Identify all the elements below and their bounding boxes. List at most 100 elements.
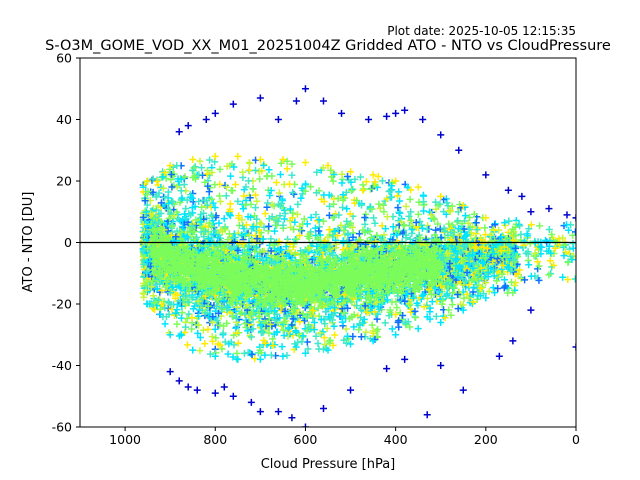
scatter-point	[212, 334, 220, 342]
scatter-point	[183, 315, 191, 323]
scatter-point	[329, 311, 337, 319]
scatter-point	[342, 325, 350, 333]
scatter-point	[412, 218, 420, 226]
scatter-point	[239, 168, 247, 176]
scatter-point	[568, 256, 576, 264]
scatter-point	[531, 249, 539, 257]
scatter-point	[234, 339, 242, 347]
scatter-point	[153, 285, 161, 293]
scatter-point	[288, 160, 296, 168]
scatter-point	[290, 225, 298, 233]
scatter-point	[536, 243, 544, 251]
scatter-point	[402, 202, 410, 210]
scatter-point	[445, 207, 453, 215]
scatter-point	[412, 313, 420, 321]
scatter-point	[275, 237, 283, 245]
scatter-point	[301, 317, 309, 325]
scatter-point	[232, 181, 240, 189]
scatter-point	[501, 219, 509, 227]
scatter-point	[420, 290, 428, 298]
scatter-point	[315, 345, 323, 353]
scatter-point	[418, 221, 426, 229]
scatter-point	[489, 243, 497, 251]
scatter-point	[143, 191, 151, 199]
scatter-point	[181, 210, 189, 218]
scatter-point	[339, 203, 347, 211]
scatter-point	[469, 298, 477, 306]
scatter-point	[360, 315, 368, 323]
scatter-point	[164, 227, 172, 235]
scatter-point	[382, 225, 390, 233]
scatter-point	[205, 219, 213, 227]
scatter-point	[485, 287, 493, 295]
scatter-point	[198, 164, 206, 172]
scatter-point	[454, 231, 462, 239]
scatter-point	[406, 323, 414, 331]
scatter-point	[211, 227, 219, 235]
scatter-point	[419, 198, 427, 206]
scatter-point	[343, 217, 351, 225]
scatter-point	[521, 276, 529, 284]
scatter-point	[525, 261, 533, 269]
scatter-point	[317, 330, 325, 338]
scatter-point	[325, 245, 333, 253]
scatter-point	[326, 336, 334, 344]
scatter-point	[262, 322, 270, 330]
scatter-point	[204, 182, 212, 190]
scatter-point	[221, 224, 229, 232]
scatter-point	[223, 319, 231, 327]
scatter-point	[465, 281, 473, 289]
scatter-point	[191, 163, 199, 171]
scatter-point	[486, 231, 494, 239]
scatter-point	[299, 332, 307, 340]
scatter-point	[489, 257, 497, 265]
scatter-point	[268, 213, 276, 221]
scatter-point	[470, 210, 478, 218]
scatter-point	[406, 195, 414, 203]
scatter-point	[159, 173, 167, 181]
scatter-point	[253, 197, 261, 205]
scatter-point	[139, 213, 147, 221]
scatter-point	[354, 246, 362, 254]
scatter-point	[193, 286, 201, 294]
scatter-point	[307, 214, 315, 222]
scatter-point	[407, 305, 415, 313]
scatter-point	[272, 316, 280, 324]
scatter-point	[395, 188, 403, 196]
scatter-point	[252, 204, 260, 212]
scatter-point	[559, 273, 567, 281]
scatter-point	[244, 327, 252, 335]
scatter-point	[389, 223, 397, 231]
scatter-point	[427, 211, 435, 219]
scatter-point	[387, 182, 395, 190]
scatter-point	[303, 326, 311, 334]
scatter-point	[381, 319, 389, 327]
scatter-point	[256, 175, 264, 183]
scatter-point	[367, 234, 375, 242]
scatter-point	[294, 200, 302, 208]
scatter-point	[288, 171, 296, 179]
scatter-point	[357, 294, 365, 302]
scatter-point	[195, 312, 203, 320]
scatter-point	[307, 183, 315, 191]
scatter-point	[419, 191, 427, 199]
scatter-point	[292, 343, 300, 351]
scatter-point	[246, 332, 254, 340]
scatter-point	[233, 329, 241, 337]
scatter-point	[247, 308, 255, 316]
scatter-point	[550, 261, 558, 269]
scatter-point	[464, 294, 472, 302]
scatter-point	[168, 283, 176, 291]
scatter-point	[192, 221, 200, 229]
scatter-point	[265, 222, 273, 230]
scatter-point	[168, 183, 176, 191]
scatter-point	[407, 216, 415, 224]
scatter-point	[399, 312, 407, 320]
scatter-point	[173, 227, 181, 235]
scatter-point	[215, 309, 223, 317]
scatter-point	[208, 234, 216, 242]
scatter-point	[487, 265, 495, 273]
scatter-point	[416, 218, 424, 226]
scatter-point	[304, 232, 312, 240]
scatter-point	[500, 276, 508, 284]
